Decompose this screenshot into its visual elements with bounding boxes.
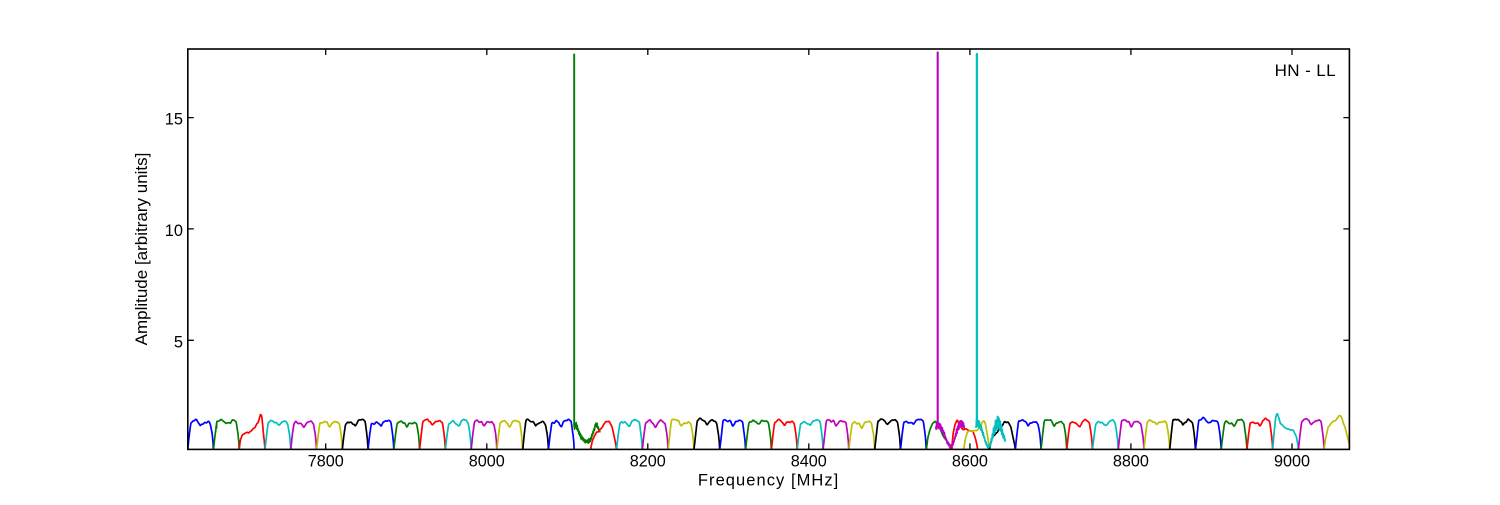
svg-text:8400: 8400: [791, 452, 827, 470]
svg-text:15: 15: [165, 111, 183, 129]
svg-text:9000: 9000: [1274, 452, 1310, 470]
svg-text:8800: 8800: [1113, 452, 1149, 470]
svg-text:5: 5: [174, 333, 183, 351]
svg-text:10: 10: [165, 222, 183, 240]
svg-text:Frequency [MHz]: Frequency [MHz]: [698, 472, 839, 490]
svg-text:7800: 7800: [308, 452, 344, 470]
svg-text:8200: 8200: [630, 452, 666, 470]
svg-text:Amplitude [arbitrary units]: Amplitude [arbitrary units]: [132, 153, 151, 346]
svg-text:8000: 8000: [469, 452, 505, 470]
svg-text:HN - LL: HN - LL: [1275, 61, 1336, 80]
svg-text:8600: 8600: [952, 452, 988, 470]
